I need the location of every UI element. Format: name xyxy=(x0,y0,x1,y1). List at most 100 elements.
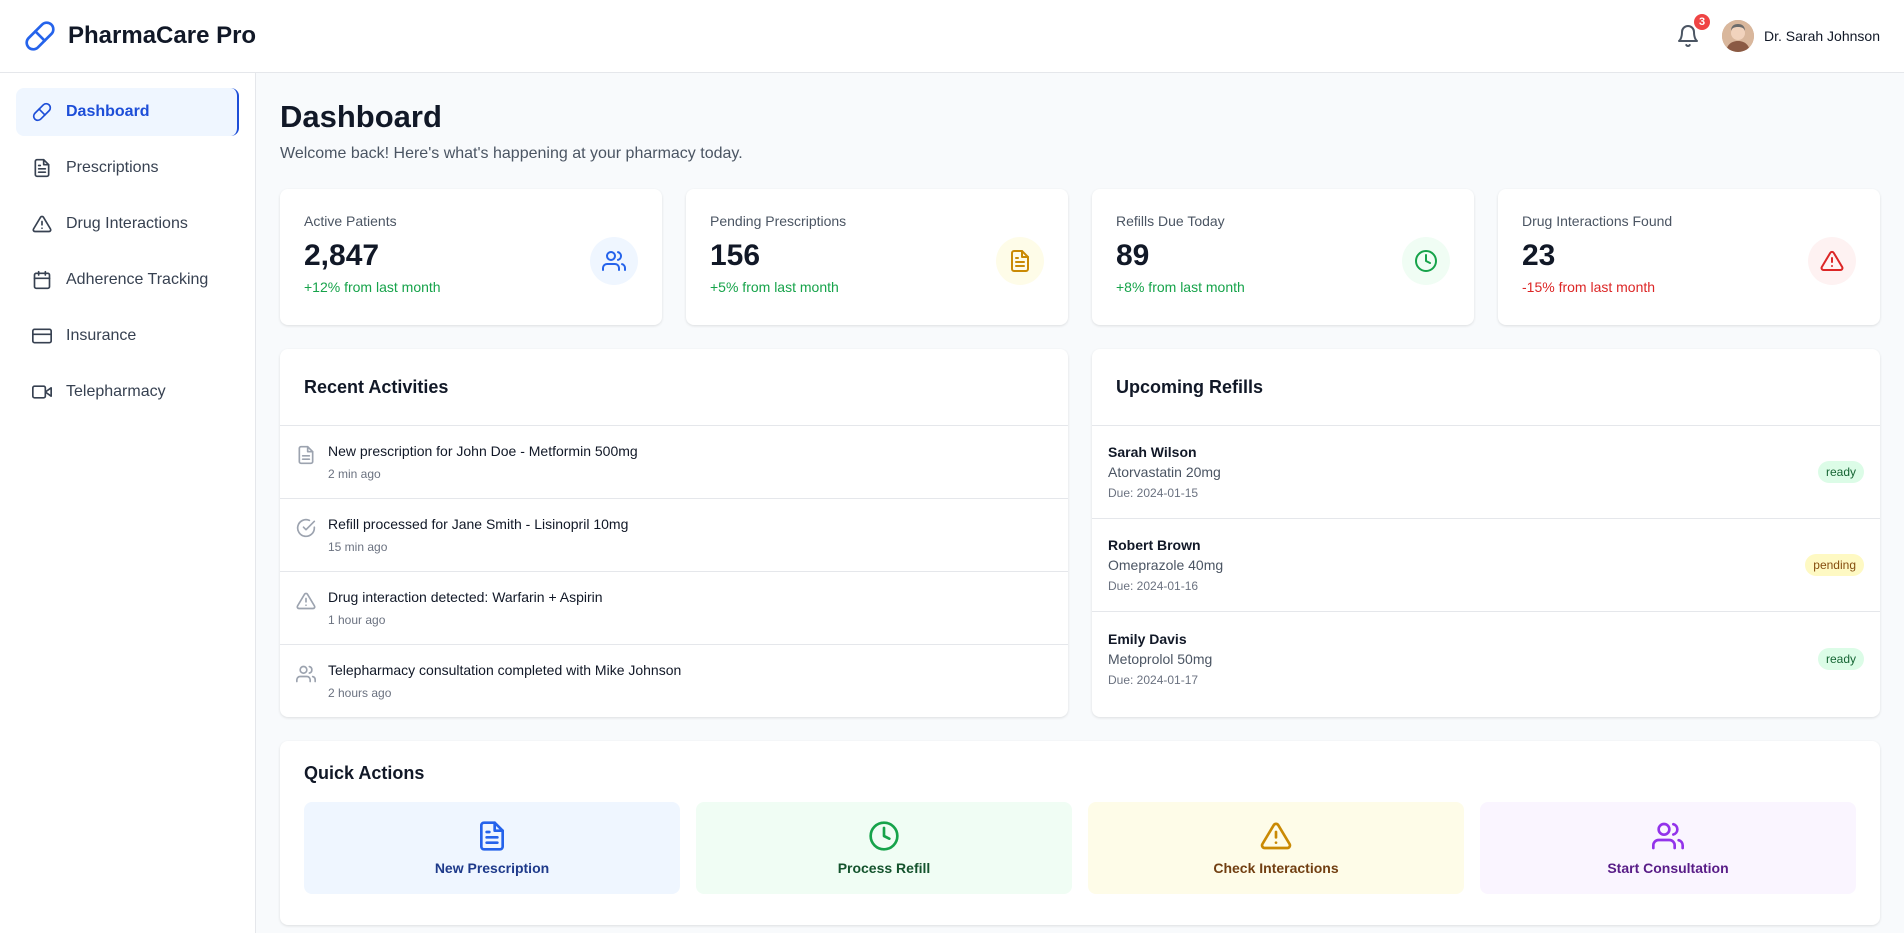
status-badge: ready xyxy=(1817,461,1864,483)
action-label: New Prescription xyxy=(434,860,550,876)
check-circle-icon xyxy=(296,518,316,538)
status-badge: ready xyxy=(1817,647,1864,670)
notifications-button[interactable]: 3 xyxy=(1674,14,1711,50)
alert-triangle-icon xyxy=(32,214,52,234)
stat-card-drug-interactions: Drug Interactions Found 23 -15% from las… xyxy=(1498,189,1880,325)
video-icon xyxy=(32,382,52,402)
app-title: PharmaCare Pro xyxy=(68,22,257,49)
sidebar-item-label: Prescriptions xyxy=(66,159,159,176)
alert-triangle-icon xyxy=(1808,237,1856,285)
alert-triangle-icon xyxy=(1260,820,1292,852)
stat-card-refills-due: Refills Due Today 89 +8% from last month xyxy=(1092,189,1474,325)
stat-label: Active Patients xyxy=(304,213,397,229)
list-item[interactable]: New prescription for John Doe - Metformi… xyxy=(280,426,1068,499)
start-consultation-button[interactable]: Start Consultation xyxy=(1480,802,1856,894)
pill-icon xyxy=(32,102,52,122)
list-item[interactable]: Refill processed for Jane Smith - Lisino… xyxy=(280,499,1068,572)
status-badge: pending xyxy=(1805,554,1864,576)
users-icon xyxy=(590,237,638,285)
file-text-icon xyxy=(476,820,508,852)
file-text-icon xyxy=(32,158,52,178)
alert-triangle-icon xyxy=(296,591,316,611)
action-label: Start Consultation xyxy=(1607,860,1729,876)
user-name: Dr. Sarah Johnson xyxy=(1764,28,1880,44)
activity-time: 1 hour ago xyxy=(328,613,386,627)
sidebar-item-dashboard[interactable]: Dashboard xyxy=(16,88,239,136)
clock-icon xyxy=(868,820,900,852)
stat-label: Drug Interactions Found xyxy=(1522,213,1673,229)
due-date: Due: 2024-01-15 xyxy=(1108,486,1199,500)
due-date: Due: 2024-01-17 xyxy=(1108,672,1199,687)
list-item[interactable]: Drug interaction detected: Warfarin + As… xyxy=(280,572,1068,645)
sidebar-item-drug-interactions[interactable]: Drug Interactions xyxy=(16,200,239,248)
list-item[interactable]: Robert Brown Omeprazole 40mg Due: 2024-0… xyxy=(1092,519,1880,612)
recent-activities-panel: Recent Activities New prescription for J… xyxy=(280,349,1068,717)
stat-value: 89 xyxy=(1116,239,1150,272)
stat-change: +5% from last month xyxy=(710,279,839,295)
bell-icon xyxy=(1676,24,1700,48)
users-icon xyxy=(1652,820,1684,852)
stat-change: +8% from last month xyxy=(1116,279,1245,295)
list-item[interactable]: Telepharmacy consultation completed with… xyxy=(280,645,1068,718)
sidebar: Dashboard Prescriptions Drug Interaction… xyxy=(0,73,256,933)
sidebar-item-adherence-tracking[interactable]: Adherence Tracking xyxy=(16,256,239,304)
user-menu[interactable]: Dr. Sarah Johnson xyxy=(1722,20,1880,52)
sidebar-item-label: Telepharmacy xyxy=(66,383,166,400)
panel-title: Upcoming Refills xyxy=(1092,349,1880,426)
stat-card-active-patients: Active Patients 2,847 +12% from last mon… xyxy=(280,189,662,325)
file-text-icon xyxy=(296,445,316,465)
activity-text: Refill processed for Jane Smith - Lisino… xyxy=(328,516,629,532)
panel-title: Recent Activities xyxy=(280,349,1068,426)
sidebar-item-insurance[interactable]: Insurance xyxy=(16,312,239,360)
avatar xyxy=(1722,20,1755,52)
medication: Omeprazole 40mg xyxy=(1108,557,1224,573)
app-header: PharmaCare Pro 3 Dr. Sarah Johnson xyxy=(0,0,1904,73)
stat-label: Pending Prescriptions xyxy=(710,213,847,229)
sidebar-item-label: Insurance xyxy=(66,327,137,344)
action-label: Check Interactions xyxy=(1213,860,1339,876)
calendar-icon xyxy=(32,270,52,290)
sidebar-item-label: Drug Interactions xyxy=(66,215,188,232)
patient-name: Emily Davis xyxy=(1108,630,1187,647)
activity-time: 15 min ago xyxy=(328,540,388,554)
sidebar-item-label: Dashboard xyxy=(66,103,150,120)
medication: Metoprolol 50mg xyxy=(1108,650,1213,667)
credit-card-icon xyxy=(32,326,52,346)
users-icon xyxy=(296,664,316,684)
stat-label: Refills Due Today xyxy=(1116,213,1225,229)
pill-icon xyxy=(24,20,56,52)
activity-time: 2 min ago xyxy=(328,467,381,481)
stat-change: -15% from last month xyxy=(1522,279,1656,295)
medication: Atorvastatin 20mg xyxy=(1108,464,1221,480)
panel-title: Quick Actions xyxy=(304,763,425,783)
main-content: Dashboard Welcome back! Here's what's ha… xyxy=(257,73,1904,933)
page-title: Dashboard xyxy=(280,99,442,134)
action-label: Process Refill xyxy=(837,860,931,876)
list-item[interactable]: Sarah Wilson Atorvastatin 20mg Due: 2024… xyxy=(1092,426,1880,519)
page-subtitle: Welcome back! Here's what's happening at… xyxy=(280,145,743,162)
brand[interactable]: PharmaCare Pro xyxy=(24,20,256,52)
activity-text: Drug interaction detected: Warfarin + As… xyxy=(328,589,603,605)
clock-icon xyxy=(1402,237,1450,285)
new-prescription-button[interactable]: New Prescription xyxy=(304,802,680,894)
check-interactions-button[interactable]: Check Interactions xyxy=(1088,802,1464,894)
upcoming-refills-panel: Upcoming Refills Sarah Wilson Atorvastat… xyxy=(1092,349,1880,717)
due-date: Due: 2024-01-16 xyxy=(1108,579,1199,593)
notification-badge: 3 xyxy=(1694,14,1711,30)
activity-text: New prescription for John Doe - Metformi… xyxy=(328,443,638,459)
patient-name: Sarah Wilson xyxy=(1108,444,1197,460)
stat-value: 23 xyxy=(1522,239,1556,272)
quick-actions-panel: Quick Actions New Prescription Process R… xyxy=(280,741,1880,925)
activity-time: 2 hours ago xyxy=(328,686,392,700)
list-item[interactable]: Emily Davis Metoprolol 50mg Due: 2024-01… xyxy=(1092,612,1880,705)
patient-name: Robert Brown xyxy=(1108,537,1201,553)
stat-value: 156 xyxy=(710,239,761,272)
activity-text: Telepharmacy consultation completed with… xyxy=(328,662,682,678)
stat-change: +12% from last month xyxy=(304,279,441,295)
sidebar-item-telepharmacy[interactable]: Telepharmacy xyxy=(16,368,239,416)
sidebar-item-prescriptions[interactable]: Prescriptions xyxy=(16,144,239,192)
file-text-icon xyxy=(996,237,1044,285)
process-refill-button[interactable]: Process Refill xyxy=(696,802,1072,894)
stat-card-pending-prescriptions: Pending Prescriptions 156 +5% from last … xyxy=(686,189,1068,325)
sidebar-item-label: Adherence Tracking xyxy=(66,271,209,288)
